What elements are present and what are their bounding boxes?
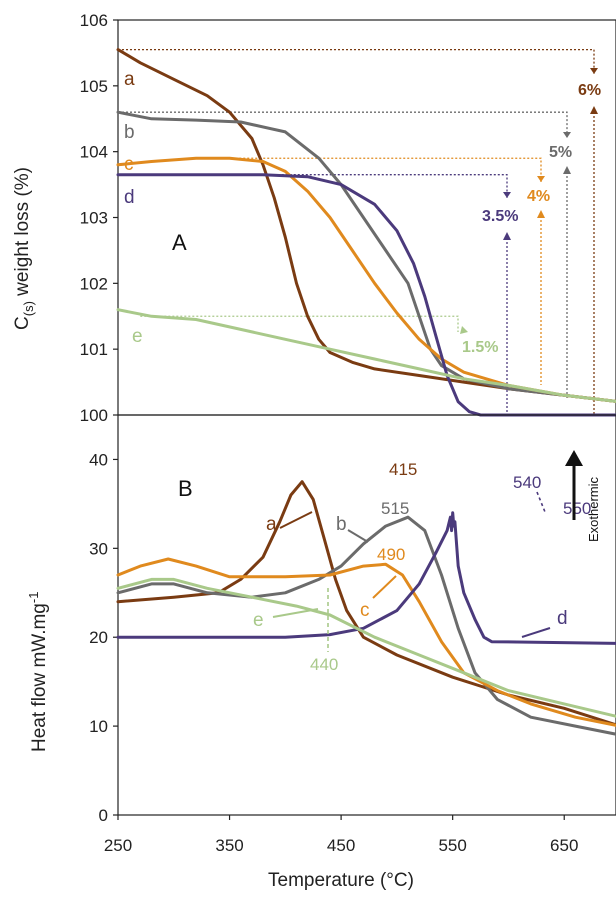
a-ytick-label: 105 [80, 77, 108, 96]
guide-arrow [537, 176, 545, 182]
series-label-b-d: d [557, 608, 568, 629]
series-label-e: e [132, 326, 143, 347]
panel-a-y-ticks: 100 101 102 103 104 105 106 [80, 11, 118, 425]
series-label-b-e: e [253, 610, 264, 631]
guide-arrow [563, 166, 571, 174]
annotation-1-5pct: 1.5% [462, 339, 498, 356]
annotation-4pct: 4% [527, 188, 550, 205]
a-ytick-label: 102 [80, 274, 108, 293]
b-ytick-label: 40 [89, 450, 108, 469]
annotation-6pct: 6% [578, 82, 601, 99]
series-label-b-a: a [266, 514, 277, 535]
guide-arrow [503, 192, 511, 198]
leader-c [372, 575, 397, 599]
series-label-b: b [124, 122, 135, 143]
b-ytick-label: 20 [89, 628, 108, 647]
guide-arrow [590, 68, 598, 74]
b-series-e-line [116, 577, 616, 718]
panel-a-y-axis-label: C(s) weight loss (%) [12, 167, 36, 330]
panel-a-series [116, 48, 616, 417]
panel-b-x-ticks: 250 350 450 550 650 [104, 815, 578, 855]
leader-a [279, 511, 313, 529]
panel-b-series [116, 480, 616, 736]
leader-b [347, 529, 369, 543]
peak-label-440: 440 [310, 655, 338, 674]
a-ytick-label: 101 [80, 340, 108, 359]
x-axis-label: Temperature (°C) [268, 870, 414, 891]
panel-b-frame [117, 414, 616, 816]
a-series-a-line [116, 48, 616, 403]
a-series-c-line [116, 156, 616, 403]
exothermic-arrow-head [565, 450, 583, 466]
b-ytick-label: 30 [89, 539, 108, 558]
series-label-d: d [124, 187, 135, 208]
a-ytick-label: 100 [80, 406, 108, 425]
guide-arrow [460, 326, 468, 334]
a-series-d-line [116, 173, 616, 417]
b-ytick-label: 0 [99, 806, 108, 825]
peak-label-550: 550 [563, 499, 591, 518]
series-label-b-c: c [360, 600, 370, 621]
y-label-main: C [12, 316, 33, 330]
guide-line [118, 48, 595, 74]
panel-a-guides [118, 48, 598, 415]
series-label-b-b: b [336, 514, 347, 535]
exothermic-label: Exothermic [586, 476, 601, 542]
peak-540-dash [536, 491, 546, 513]
peak-label-415: 415 [389, 460, 417, 479]
a-series-e-line [116, 308, 616, 403]
y-label-b-main: Heat flow mW.mg [29, 603, 50, 752]
guide-arrow [590, 106, 598, 114]
b-series-c-line [116, 557, 616, 727]
series-label-c: c [124, 154, 134, 175]
b-ytick-label: 10 [89, 717, 108, 736]
guide-arrow [503, 232, 511, 240]
y-label-b-sup: -1 [26, 592, 41, 604]
peak-label-540: 540 [513, 473, 541, 492]
guide-line [140, 315, 459, 332]
a-ytick-label: 103 [80, 209, 108, 228]
panel-b-y-ticks: 0 10 20 30 40 [89, 450, 118, 825]
series-label-a: a [124, 69, 135, 90]
guide-arrow [563, 132, 571, 138]
panel-b: 0 10 20 30 40 250 350 450 550 650 B a b c d e 41… [26, 414, 616, 891]
annotation-3-5pct: 3.5% [482, 208, 518, 225]
guide-line [118, 111, 568, 138]
xtick-label: 250 [104, 836, 132, 855]
panel-b-label: B [178, 476, 193, 501]
xtick-label: 550 [438, 836, 466, 855]
panel-a-label: A [172, 230, 187, 255]
panel-b-y-axis-label: Heat flow mW.mg-1 [26, 592, 50, 752]
b-series-b-line [116, 515, 616, 736]
guide-line [173, 174, 508, 198]
xtick-label: 350 [215, 836, 243, 855]
peak-label-490: 490 [377, 545, 405, 564]
annotation-5pct: 5% [549, 144, 572, 161]
y-label-rest: weight loss (%) [12, 167, 33, 301]
b-series-d-line [116, 511, 616, 645]
peak-label-515: 515 [381, 499, 409, 518]
guide-arrow [537, 210, 545, 218]
xtick-label: 450 [327, 836, 355, 855]
leader-d [521, 627, 551, 638]
a-ytick-label: 104 [80, 143, 108, 162]
leader-e [272, 608, 319, 618]
a-ytick-label: 106 [80, 11, 108, 30]
y-label-sub: (s) [21, 301, 36, 316]
guide-line [207, 157, 542, 182]
b-series-a-line [116, 480, 616, 727]
xtick-label: 650 [550, 836, 578, 855]
